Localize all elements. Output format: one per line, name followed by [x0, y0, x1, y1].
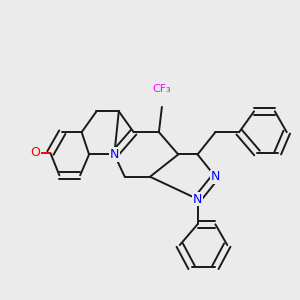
Text: N: N	[193, 193, 202, 206]
Text: CF₃: CF₃	[152, 83, 171, 94]
Text: O: O	[30, 146, 40, 160]
Text: N: N	[211, 170, 220, 183]
Text: N: N	[110, 148, 119, 161]
